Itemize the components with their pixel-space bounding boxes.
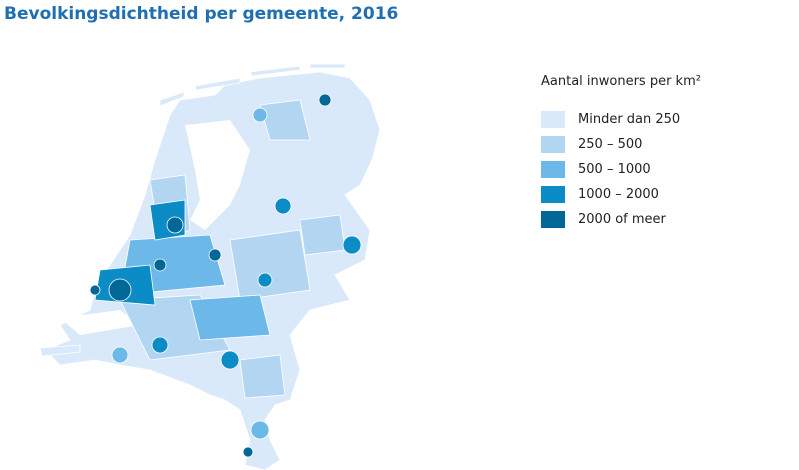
legend-label: 2000 of meer (578, 212, 666, 227)
legend-title: Aantal inwoners per km² (541, 74, 701, 89)
legend-item: 1000 – 2000 (541, 182, 701, 207)
municipality (259, 99, 311, 141)
island (159, 91, 186, 107)
legend-item: 250 – 500 (541, 132, 701, 157)
legend-swatch (541, 161, 565, 178)
island (249, 65, 301, 77)
municipality (299, 214, 346, 256)
municipality (252, 107, 268, 123)
municipality (250, 420, 270, 440)
legend-label: 250 – 500 (578, 137, 643, 152)
municipality (229, 229, 311, 301)
municipality (318, 93, 332, 107)
map-title: Bevolkingsdichtheid per gemeente, 2016 (4, 4, 399, 24)
municipality (89, 284, 101, 296)
legend-item: 500 – 1000 (541, 157, 701, 182)
municipality (257, 272, 273, 288)
municipality (189, 294, 271, 341)
legend-swatch (541, 211, 565, 228)
island (39, 344, 81, 357)
municipality (274, 197, 292, 215)
municipality (239, 354, 286, 399)
legend-swatch (541, 111, 565, 128)
municipality (220, 350, 240, 370)
island (309, 63, 346, 69)
municipality (242, 446, 254, 458)
legend-swatch (541, 136, 565, 153)
legend-item: 2000 of meer (541, 207, 701, 232)
municipality (208, 248, 222, 262)
municipality (108, 278, 132, 302)
municipality (153, 258, 167, 272)
municipality (111, 346, 129, 364)
municipality (342, 235, 362, 255)
legend-label: 500 – 1000 (578, 162, 651, 177)
water (185, 120, 250, 230)
municipality (166, 216, 184, 234)
legend-label: 1000 – 2000 (578, 187, 659, 202)
water (60, 310, 140, 335)
municipality (151, 336, 169, 354)
legend-label: Minder dan 250 (578, 112, 681, 127)
legend: Aantal inwoners per km² Minder dan 250 25… (541, 74, 701, 232)
legend-swatch (541, 186, 565, 203)
legend-item: Minder dan 250 (541, 107, 701, 132)
legend-items: Minder dan 250 250 – 500 500 – 1000 1000 – … (541, 107, 701, 232)
island (194, 77, 241, 91)
map (39, 63, 381, 470)
